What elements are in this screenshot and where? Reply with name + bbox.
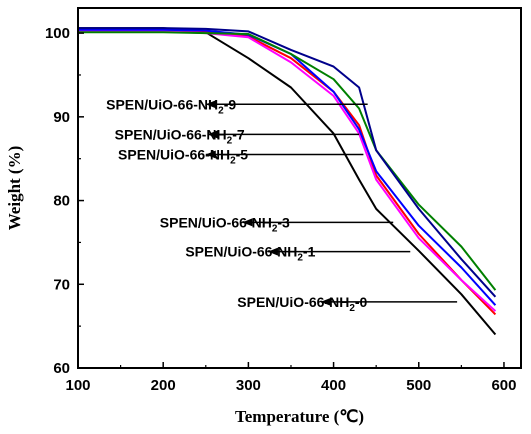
x-tick-label: 600 — [491, 377, 516, 394]
series-line-4 — [78, 31, 497, 291]
series-line-3 — [78, 28, 497, 306]
series-line-1 — [78, 28, 497, 316]
y-tick-label: 90 — [53, 109, 70, 126]
x-tick-label: 500 — [406, 377, 431, 394]
y-tick-label: 100 — [45, 25, 70, 42]
x-axis-title: Temperature (℃) — [235, 407, 364, 426]
x-tick-label: 200 — [151, 377, 176, 394]
y-tick-label: 70 — [53, 276, 70, 293]
series-annotation-3: SPEN/UiO-66-NH2-3 — [160, 214, 290, 234]
series-annotation-0: SPEN/UiO-66-NH2-9 — [106, 96, 236, 116]
axis-ticks: 100 200 300 400 500 600 60 70 80 90 100 — [45, 25, 517, 394]
series-annotation-2: SPEN/UiO-66-NH2-5 — [118, 147, 248, 167]
plot-frame — [77, 7, 522, 369]
x-tick-label: 400 — [321, 377, 346, 394]
series-annotation-4: SPEN/UiO-66-NH2-1 — [185, 244, 315, 264]
y-tick-label: 60 — [53, 360, 70, 377]
x-tick-label: 300 — [236, 377, 261, 394]
series-line-0 — [78, 27, 497, 336]
y-tick-label: 80 — [53, 193, 70, 210]
y-axis-title: Weight (%) — [5, 146, 24, 231]
annotations: SPEN/UiO-66-NH2-9SPEN/UiO-66-NH2-7SPEN/U… — [106, 96, 458, 314]
series-annotation-1: SPEN/UiO-66-NH2-7 — [115, 126, 245, 146]
series-layer — [78, 27, 497, 336]
series-line-5 — [78, 27, 497, 298]
series-annotation-5: SPEN/UiO-66-NH2-0 — [237, 294, 367, 314]
x-tick-label: 100 — [65, 377, 90, 394]
series-line-2 — [78, 30, 497, 312]
